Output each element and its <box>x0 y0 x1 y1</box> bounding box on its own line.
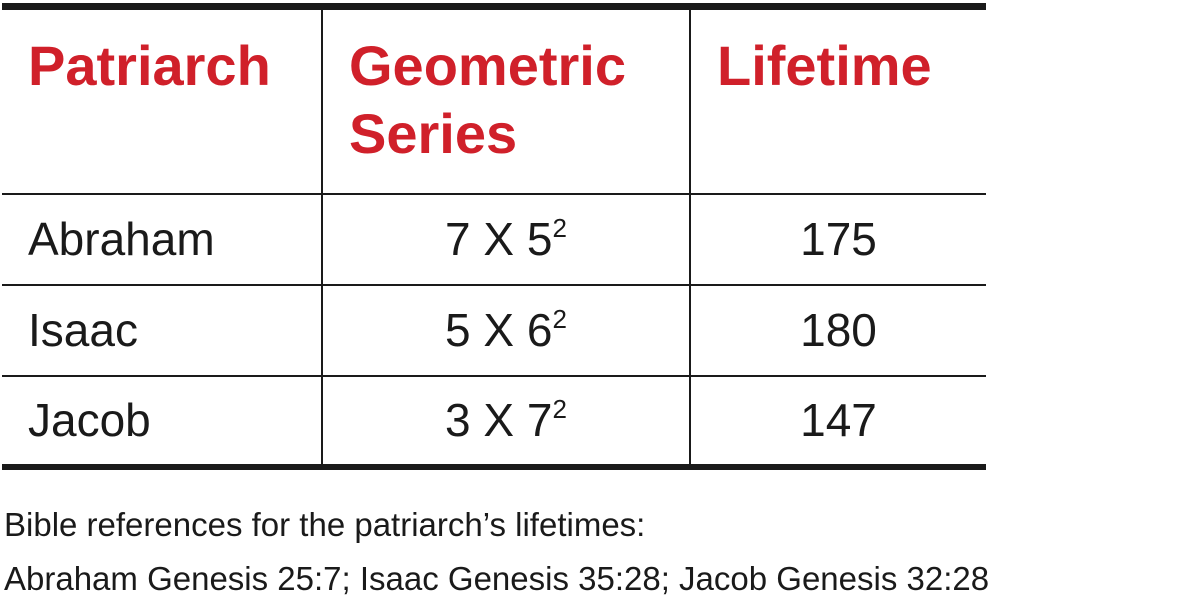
header-row: Patriarch Geometric Series Lifetime <box>2 6 986 194</box>
table-cell: Abraham <box>28 213 215 265</box>
table-cell: 175 <box>689 193 986 285</box>
table-body: Abraham 7 X 52 175 Isaac 5 X 62 180 Jacob 3 X 7… <box>2 193 986 467</box>
series-exponent: 2 <box>552 304 567 334</box>
header-cell: Geometric Series <box>321 6 690 194</box>
table-cell: 3 X 72 <box>321 375 690 467</box>
table-cell: 180 <box>689 284 986 376</box>
header-cell: Patriarch <box>28 34 271 97</box>
series-base: 5 X 6 <box>445 304 553 356</box>
table-cell: Jacob <box>28 394 151 446</box>
series-base: 7 X 5 <box>445 213 553 265</box>
table-cell: 5 X 62 <box>321 284 690 376</box>
series-base: 3 X 7 <box>445 394 553 446</box>
table-row: Jacob 3 X 72 147 <box>2 375 986 467</box>
table-cell: Isaac <box>28 304 138 356</box>
table-cell: 147 <box>689 375 986 467</box>
patriarch-table: Patriarch Geometric Series Lifetime Abra… <box>2 3 986 470</box>
footnote: Abraham Genesis 25:7; Isaac Genesis 35:2… <box>4 560 990 597</box>
footnote: Bible references for the patriarch’s lif… <box>4 506 646 543</box>
table-row: Isaac 5 X 62 180 <box>2 284 986 376</box>
table-cell: 7 X 52 <box>321 193 690 285</box>
series-exponent: 2 <box>552 213 567 243</box>
header-cell: Lifetime <box>689 6 986 194</box>
table-row: Abraham 7 X 52 175 <box>2 193 986 285</box>
series-exponent: 2 <box>552 394 567 424</box>
